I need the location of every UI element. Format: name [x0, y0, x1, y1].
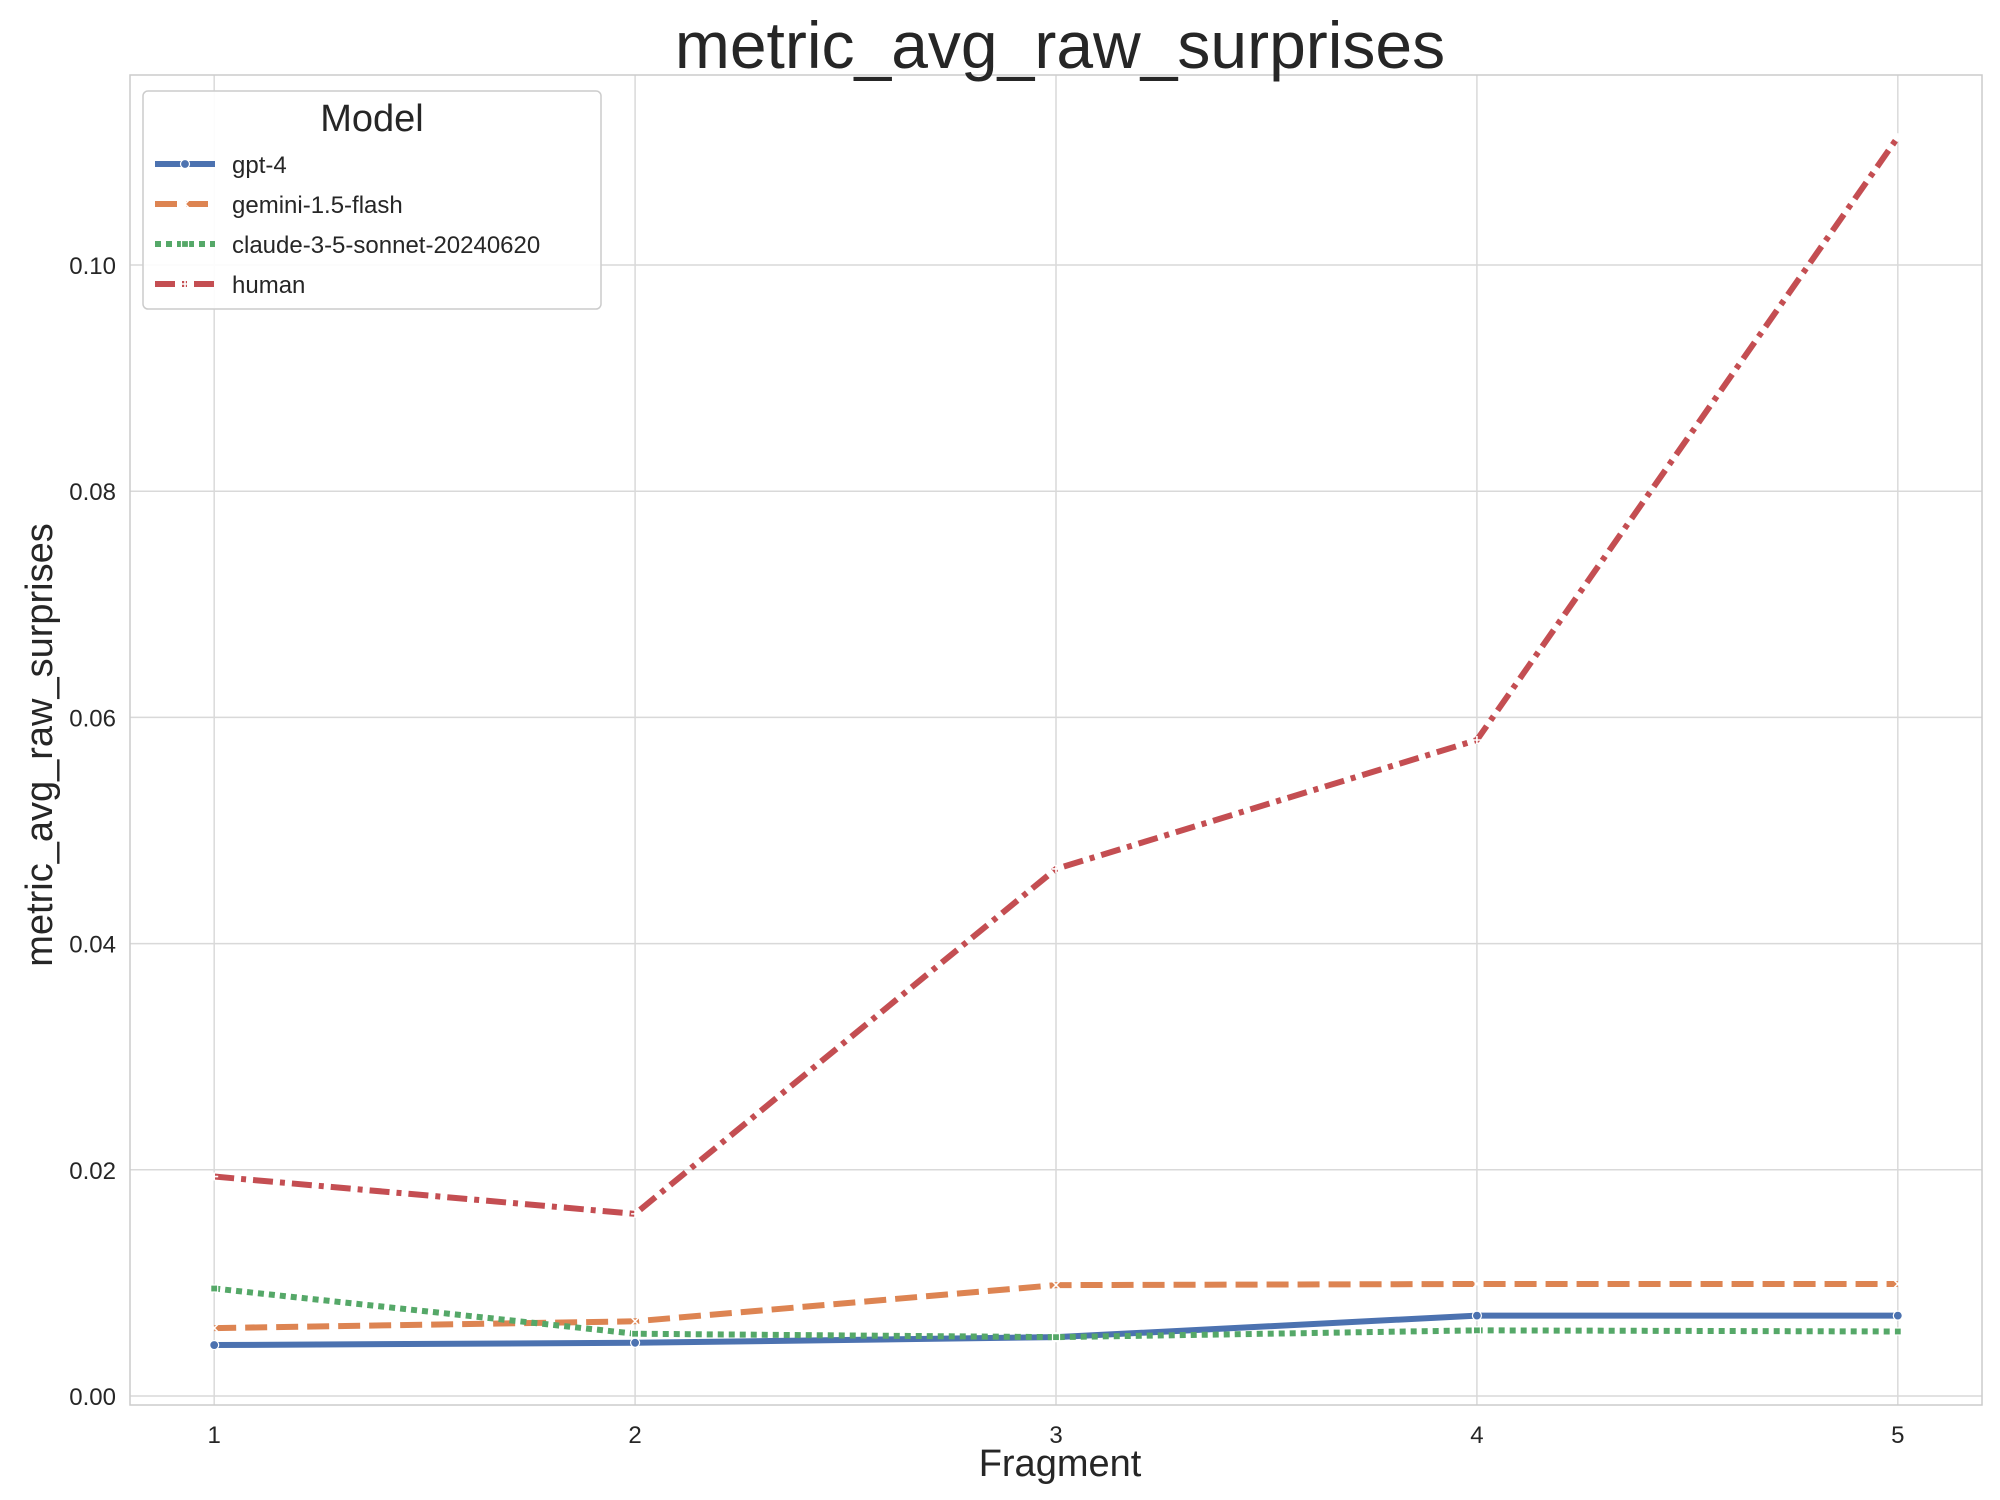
data-point-glyph: [210, 1172, 219, 1181]
legend-label: human: [232, 272, 305, 299]
x-tick-label: 3: [1049, 1422, 1062, 1449]
data-point: [629, 1337, 641, 1348]
data-point-glyph: [631, 1317, 640, 1326]
data-point-glyph: [1893, 1279, 1902, 1289]
series-layer: [209, 133, 1903, 1351]
series-claude-3-5-sonnet-20240620: [210, 1284, 1902, 1342]
y-tick-label: 0.04: [69, 932, 116, 959]
x-tick-label: 1: [208, 1422, 221, 1449]
tick-labels: 1 2 3 4 5 0.00 0.02 0.04 0.06 0.08 0.10: [69, 253, 1904, 1449]
data-point: [209, 1339, 220, 1351]
y-tick-label: 0.00: [69, 1384, 116, 1411]
legend-entries: gpt-4 gemini-1.5-flash claude-3-5-sonnet-2…: [155, 152, 540, 299]
legend-marker: [179, 158, 191, 170]
legend-entry: human: [155, 272, 305, 299]
data-point: [1472, 1279, 1481, 1289]
data-point-glyph: [1052, 864, 1060, 873]
data-point: [210, 1324, 219, 1333]
legend: Model gpt-4 gemini-1.5-flash claude-3-5-so…: [142, 90, 602, 310]
x-tick-label: 4: [1470, 1422, 1483, 1449]
legend-entry: gpt-4: [155, 152, 287, 179]
y-tick-label: 0.08: [69, 479, 116, 506]
grid: [130, 75, 1982, 1405]
legend-title: Model: [320, 98, 424, 140]
series-gemini-1.5-flash: [210, 1279, 1902, 1333]
chart-title: metric_avg_raw_surprises: [675, 8, 1445, 82]
y-axis-label: metric_avg_raw_surprises: [19, 523, 61, 967]
legend-label: gpt-4: [232, 152, 287, 179]
legend-marker: [181, 280, 189, 288]
data-point: [631, 1317, 640, 1326]
legend-label: gemini-1.5-flash: [232, 192, 403, 219]
data-point: [1472, 1326, 1482, 1335]
legend-marker-glyph: [180, 199, 190, 209]
legend-marker: [180, 199, 190, 209]
plot-frame: [129, 74, 1983, 1406]
data-point-glyph: [1472, 736, 1481, 744]
y-tick-label: 0.02: [69, 1158, 116, 1185]
data-point: [1893, 1327, 1902, 1336]
data-point-glyph: [1893, 133, 1902, 142]
data-point: [1892, 1310, 1903, 1321]
data-point: [631, 1209, 640, 1218]
data-point: [1893, 1279, 1902, 1289]
x-tick-label: 5: [1891, 1422, 1904, 1449]
data-point-glyph: [631, 1209, 640, 1218]
data-point: [1472, 736, 1481, 744]
legend-marker: [180, 239, 190, 249]
data-point: [210, 1172, 219, 1181]
data-point-glyph: [1472, 1279, 1481, 1289]
y-tick-label: 0.10: [69, 253, 116, 280]
data-point: [1471, 1310, 1483, 1321]
data-point-glyph: [210, 1324, 219, 1333]
legend-entry: gemini-1.5-flash: [155, 192, 403, 219]
x-tick-label: 2: [628, 1422, 641, 1449]
series-human: [210, 133, 1902, 1218]
y-tick-label: 0.06: [69, 705, 116, 732]
data-point: [1051, 1333, 1061, 1342]
data-point-glyph: [1051, 1281, 1061, 1290]
x-axis-label: Fragment: [979, 1443, 1142, 1485]
data-point: [210, 1284, 219, 1293]
legend-entry: claude-3-5-sonnet-20240620: [155, 232, 540, 259]
legend-box: [142, 90, 602, 310]
legend-label: claude-3-5-sonnet-20240620: [232, 232, 540, 259]
legend-marker-glyph: [181, 280, 189, 288]
data-point: [1051, 1281, 1061, 1290]
data-point: [1893, 133, 1902, 142]
data-point: [1052, 864, 1060, 873]
data-point: [630, 1329, 640, 1338]
